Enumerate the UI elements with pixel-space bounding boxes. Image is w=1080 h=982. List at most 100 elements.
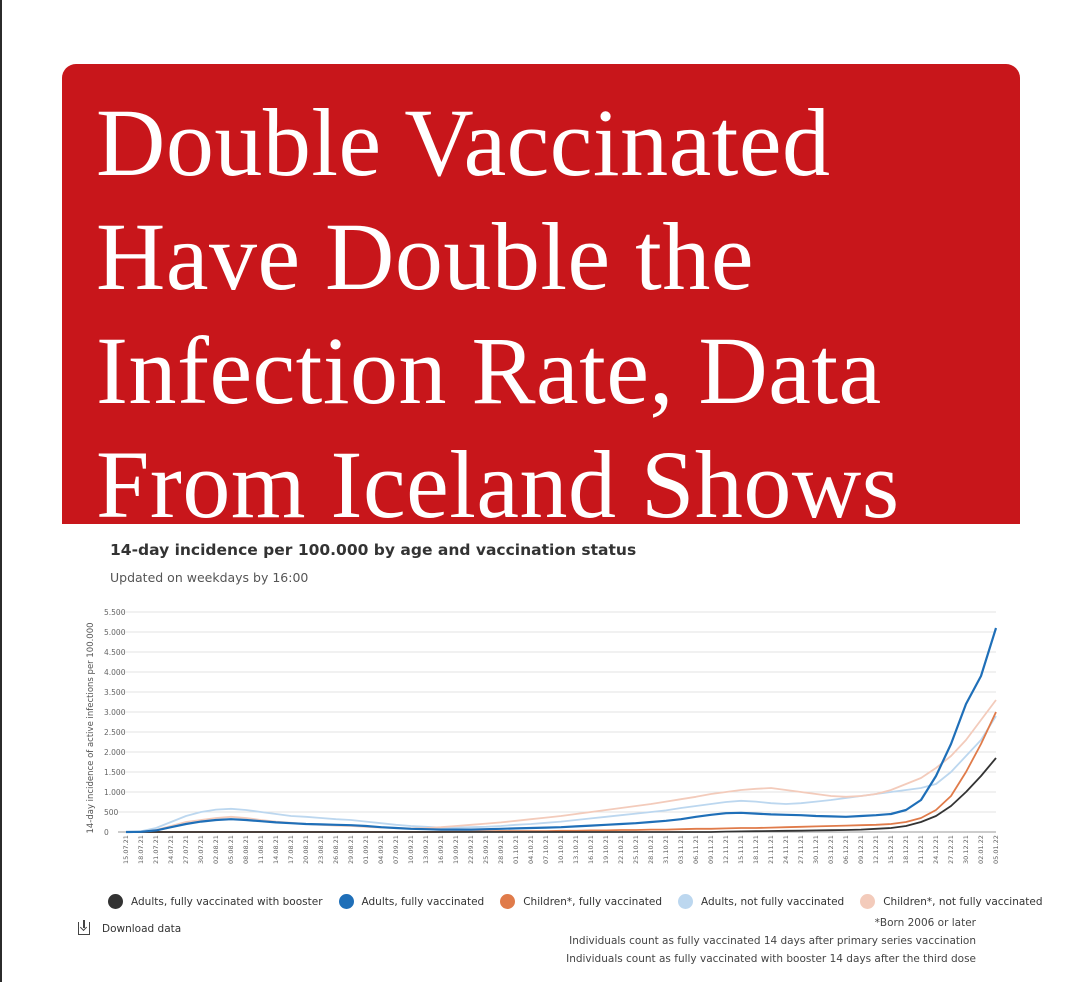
x-tick-label: 30.07.21 bbox=[197, 835, 205, 864]
x-tick-label: 17.08.21 bbox=[287, 835, 295, 864]
x-tick-label: 16.10.21 bbox=[587, 835, 595, 864]
y-tick-label: 0 bbox=[104, 828, 109, 837]
y-tick-label: 4.000 bbox=[104, 668, 126, 677]
x-tick-label: 04.09.21 bbox=[377, 835, 385, 864]
download-data-link[interactable]: Download data bbox=[78, 920, 182, 935]
x-tick-label: 15.12.21 bbox=[887, 835, 895, 864]
series-line bbox=[125, 627, 998, 834]
y-tick-label: 5.000 bbox=[104, 628, 126, 637]
chart-grid bbox=[118, 611, 996, 833]
left-border-line bbox=[0, 0, 2, 982]
legend-item-booster[interactable]: Adults, fully vaccinated with booster bbox=[108, 894, 323, 909]
download-icon bbox=[78, 920, 90, 935]
x-tick-label: 27.07.21 bbox=[182, 835, 190, 864]
x-tick-label: 07.10.21 bbox=[542, 835, 550, 864]
x-tick-label: 05.08.21 bbox=[227, 835, 235, 864]
note-fully-vaccinated: Individuals count as fully vaccinated 14… bbox=[569, 935, 976, 947]
legend-item-children-vaccinated[interactable]: Children*, fully vaccinated bbox=[500, 894, 662, 909]
chart-notes: *Born 2006 or later Individuals count as… bbox=[566, 914, 976, 968]
chart-subtitle: Updated on weekdays by 16:00 bbox=[110, 570, 309, 585]
chart-legend: Adults, fully vaccinated with booster Ad… bbox=[108, 894, 1043, 909]
x-tick-label: 13.09.21 bbox=[422, 835, 430, 864]
x-tick-label: 01.09.21 bbox=[362, 835, 370, 864]
x-tick-label: 24.12.21 bbox=[932, 835, 940, 864]
note-born: *Born 2006 or later bbox=[874, 917, 976, 929]
x-tick-label: 22.09.21 bbox=[467, 835, 475, 864]
x-tick-label: 24.07.21 bbox=[167, 835, 175, 864]
download-label: Download data bbox=[102, 922, 182, 935]
x-tick-label: 09.11.21 bbox=[707, 835, 715, 864]
legend-item-children-unvaccinated[interactable]: Children*, not fully vaccinated bbox=[860, 894, 1043, 909]
x-tick-label: 28.09.21 bbox=[497, 835, 505, 864]
x-tick-label: 24.11.21 bbox=[782, 835, 790, 864]
x-tick-label: 05.01.22 bbox=[992, 835, 1000, 864]
y-tick-label: 500 bbox=[104, 808, 119, 817]
x-tick-label: 27.12.21 bbox=[947, 835, 955, 864]
legend-item-adults-vaccinated[interactable]: Adults, fully vaccinated bbox=[338, 894, 485, 909]
y-tick-label: 5.500 bbox=[104, 608, 126, 617]
headline-line: Infection Rate, Data bbox=[96, 317, 882, 424]
x-tick-label: 03.11.21 bbox=[677, 835, 685, 864]
x-tick-label: 27.11.21 bbox=[797, 835, 805, 864]
series-line bbox=[126, 757, 997, 833]
x-tick-label: 25.10.21 bbox=[632, 835, 640, 864]
x-tick-label: 12.12.21 bbox=[872, 835, 880, 864]
x-tick-label: 30.12.21 bbox=[962, 835, 970, 864]
x-tick-label: 21.12.21 bbox=[917, 835, 925, 864]
legend-label: Adults, fully vaccinated bbox=[361, 895, 485, 908]
headline-banner: Double Vaccinated Have Double the Infect… bbox=[62, 64, 1020, 538]
x-tick-label: 07.09.21 bbox=[392, 835, 400, 864]
x-tick-label: 11.08.21 bbox=[257, 835, 265, 864]
x-tick-label: 10.09.21 bbox=[407, 835, 415, 864]
x-tick-label: 01.10.21 bbox=[512, 835, 520, 864]
x-tick-label: 21.11.21 bbox=[767, 835, 775, 864]
x-tick-label: 02.08.21 bbox=[212, 835, 220, 864]
headline-line: Have Double the bbox=[96, 203, 754, 310]
x-tick-label: 02.01.22 bbox=[977, 835, 985, 864]
x-tick-label: 19.09.21 bbox=[452, 835, 460, 864]
chart-title: 14-day incidence per 100.000 by age and … bbox=[110, 541, 637, 559]
x-tick-label: 10.10.21 bbox=[557, 835, 565, 864]
legend-dot bbox=[108, 894, 123, 909]
x-tick-label: 30.11.21 bbox=[812, 835, 820, 864]
x-tick-label: 09.12.21 bbox=[857, 835, 865, 864]
y-axis-ticks: 0 500 1.000 1.500 2.000 2.500 3.000 3.500 4.000 4… bbox=[104, 608, 126, 837]
y-tick-label: 1.500 bbox=[104, 768, 126, 777]
legend-dot bbox=[860, 894, 876, 909]
legend-dot bbox=[678, 894, 693, 909]
chart-series bbox=[125, 627, 998, 834]
legend-item-adults-unvaccinated[interactable]: Adults, not fully vaccinated bbox=[678, 894, 844, 909]
legend-label: Children*, not fully vaccinated bbox=[883, 895, 1043, 908]
x-tick-label: 21.07.21 bbox=[152, 835, 160, 864]
x-tick-label: 18.11.21 bbox=[752, 835, 760, 864]
y-tick-label: 3.500 bbox=[104, 688, 126, 697]
x-tick-label: 26.08.21 bbox=[332, 835, 340, 864]
x-tick-label: 16.09.21 bbox=[437, 835, 445, 864]
x-axis-ticks: 15.07.21 18.07.21 21.07.21 24.07.21 27.07.21… bbox=[122, 835, 1000, 864]
x-tick-label: 15.07.21 bbox=[122, 835, 130, 864]
headline: Double Vaccinated Have Double the Infect… bbox=[96, 86, 1000, 542]
x-tick-label: 28.10.21 bbox=[647, 835, 655, 864]
series-line bbox=[125, 715, 997, 833]
y-tick-label: 4.500 bbox=[104, 648, 126, 657]
y-tick-label: 2.500 bbox=[104, 728, 126, 737]
headline-line: Double Vaccinated bbox=[96, 89, 831, 196]
headline-line: From Iceland Shows bbox=[96, 431, 900, 538]
y-tick-label: 3.000 bbox=[104, 708, 126, 717]
x-tick-label: 14.08.21 bbox=[272, 835, 280, 864]
y-axis-label: 14-day incidence of active infections pe… bbox=[86, 622, 96, 833]
x-tick-label: 06.11.21 bbox=[692, 835, 700, 864]
x-tick-label: 18.12.21 bbox=[902, 835, 910, 864]
legend-label: Adults, not fully vaccinated bbox=[701, 895, 845, 908]
x-tick-label: 25.09.21 bbox=[482, 835, 490, 864]
x-tick-label: 08.08.21 bbox=[242, 835, 250, 864]
x-tick-label: 20.08.21 bbox=[302, 835, 310, 864]
legend-label: Adults, fully vaccinated with booster bbox=[131, 895, 323, 908]
note-booster: Individuals count as fully vaccinated wi… bbox=[566, 953, 976, 965]
x-tick-label: 04.10.21 bbox=[527, 835, 535, 864]
x-tick-label: 19.10.21 bbox=[602, 835, 610, 864]
x-tick-label: 13.10.21 bbox=[572, 835, 580, 864]
legend-dot bbox=[338, 894, 354, 909]
y-tick-label: 1.000 bbox=[104, 788, 126, 797]
